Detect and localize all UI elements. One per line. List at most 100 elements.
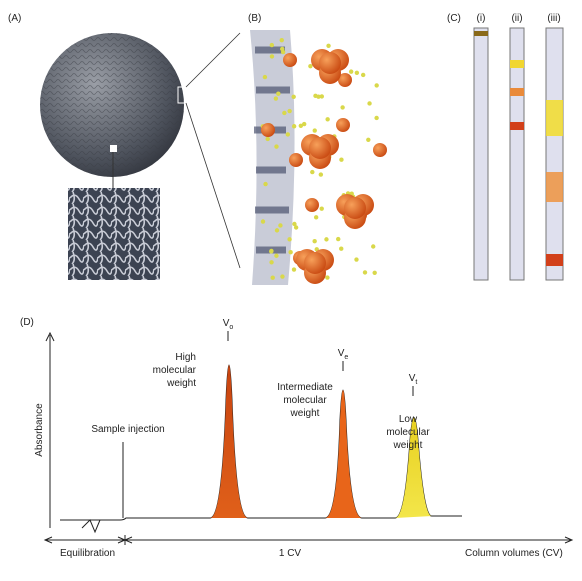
- small-bead: [269, 42, 275, 48]
- small-bead: [374, 83, 379, 88]
- volume-sub: t: [415, 379, 417, 386]
- small-bead: [310, 169, 315, 175]
- small-bead: [366, 137, 371, 142]
- small-bead: [298, 123, 304, 128]
- large-bead: [309, 137, 331, 159]
- small-bead: [339, 157, 344, 162]
- small-bead: [336, 236, 341, 242]
- small-bead: [279, 38, 284, 43]
- small-bead: [291, 94, 296, 100]
- small-bead: [282, 110, 287, 116]
- y-axis-label: Absorbance: [34, 403, 45, 457]
- medium-bead: [336, 118, 350, 132]
- small-bead: [291, 267, 297, 272]
- medium-bead: [261, 123, 275, 137]
- small-bead: [318, 172, 324, 177]
- column-label: (iii): [547, 13, 560, 24]
- panel-label: (B): [248, 13, 261, 24]
- x-label: Equilibration: [60, 548, 115, 559]
- peak-label: molecular: [153, 365, 197, 376]
- small-bead: [312, 239, 317, 244]
- small-bead: [260, 219, 266, 224]
- small-bead: [340, 105, 345, 110]
- small-bead: [280, 46, 285, 52]
- volume-label: Vo: [223, 318, 234, 331]
- large-bead: [319, 52, 341, 74]
- small-bead: [367, 101, 372, 106]
- small-bead: [269, 54, 275, 59]
- peak-label: weight: [290, 408, 320, 419]
- large-bead: [344, 197, 366, 219]
- small-bead: [274, 253, 279, 258]
- small-bead: [325, 117, 330, 122]
- small-bead: [269, 249, 274, 254]
- panel-b: (B): [248, 13, 387, 285]
- x-label: Column volumes (CV): [465, 548, 563, 559]
- small-bead: [270, 275, 275, 280]
- peak-label: Intermediate: [277, 382, 333, 393]
- peak-label: Low: [399, 414, 418, 425]
- medium-bead: [283, 53, 297, 67]
- small-bead: [287, 108, 292, 114]
- small-bead: [354, 257, 359, 262]
- panel-a: (A): [8, 13, 241, 280]
- small-bead: [339, 246, 344, 251]
- injection-label: Sample injection: [91, 424, 164, 435]
- panel-label: (C): [447, 13, 461, 24]
- medium-bead: [289, 153, 303, 167]
- volume-main: V: [338, 348, 345, 359]
- small-bead: [316, 94, 321, 99]
- small-bead: [274, 144, 279, 149]
- small-bead: [348, 69, 354, 74]
- small-bead: [287, 237, 292, 242]
- medium-bead: [373, 143, 387, 157]
- column-label: (i): [477, 13, 486, 24]
- small-bead: [324, 237, 329, 242]
- small-bead: [374, 115, 379, 121]
- small-bead: [274, 228, 280, 233]
- small-bead: [285, 132, 291, 137]
- small-bead: [312, 128, 317, 133]
- small-bead: [360, 72, 366, 78]
- panel-d: (D) Absorbance Sample injection Vo High mo…: [20, 317, 574, 559]
- volume-main: V: [223, 318, 230, 329]
- volume-label: Ve: [338, 348, 349, 361]
- small-bead: [313, 215, 319, 220]
- small-bead: [276, 91, 281, 96]
- peak-label: High: [175, 352, 196, 363]
- small-bead: [354, 70, 360, 75]
- small-bead: [325, 275, 330, 280]
- small-bead: [263, 181, 268, 187]
- peak-label: weight: [166, 378, 196, 389]
- peak-label: weight: [393, 440, 423, 451]
- small-bead: [288, 249, 293, 255]
- large-bead: [304, 252, 326, 274]
- volume-sub: o: [229, 324, 233, 331]
- small-bead: [273, 96, 279, 101]
- small-bead: [293, 225, 299, 230]
- small-bead: [292, 221, 297, 227]
- volume-sub: e: [344, 354, 348, 361]
- small-bead: [265, 136, 270, 142]
- column-label: (ii): [511, 13, 522, 24]
- panel-label: (D): [20, 317, 34, 328]
- medium-bead: [305, 198, 319, 212]
- small-bead: [319, 94, 325, 99]
- small-bead: [371, 244, 376, 249]
- volume-label: Vt: [409, 373, 418, 386]
- small-bead: [291, 124, 297, 129]
- peak-label: molecular: [283, 395, 327, 406]
- small-bead: [308, 63, 313, 69]
- small-bead: [262, 74, 268, 80]
- volume-main: V: [409, 373, 416, 384]
- panel-c: (C) (i) (ii) (iii): [447, 13, 564, 281]
- small-bead: [302, 121, 307, 127]
- small-bead: [326, 43, 331, 48]
- small-bead: [319, 206, 324, 211]
- small-bead: [280, 274, 285, 279]
- small-bead: [362, 270, 368, 275]
- small-bead: [278, 223, 283, 228]
- x-label: 1 CV: [279, 548, 302, 559]
- small-bead: [372, 270, 377, 275]
